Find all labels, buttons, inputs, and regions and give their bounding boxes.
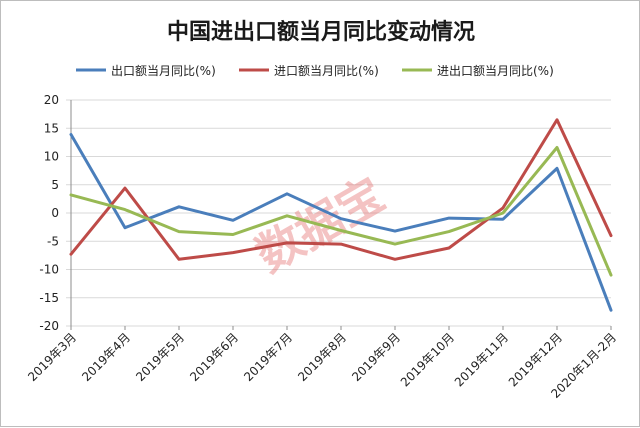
y-tick-label: -5 <box>47 234 59 248</box>
series-line-2 <box>69 118 613 261</box>
legend-label-3: 进出口额当月同比(%) <box>437 64 554 78</box>
x-tick-label: 2019年7月 <box>241 330 295 384</box>
x-tick-label: 2019年11月 <box>452 330 511 389</box>
y-tick-label: -15 <box>39 291 59 305</box>
x-tick-label: 2019年6月 <box>187 330 241 384</box>
x-tick-label: 2019年4月 <box>79 330 133 384</box>
legend-label-2: 进口额当月同比(%) <box>274 64 379 78</box>
y-tick-label: 5 <box>51 178 59 192</box>
y-tick-label: 10 <box>44 150 59 164</box>
series-lines <box>69 118 613 312</box>
y-tick-label: 20 <box>44 93 59 107</box>
legend-label-1: 出口额当月同比(%) <box>111 64 216 78</box>
x-tick-label: 2019年10月 <box>398 330 457 389</box>
x-tick-label: 2019年9月 <box>349 330 403 384</box>
x-axis: 2019年3月 2019年4月 2019年5月 2019年6月 2019年7月 2019年… <box>25 326 619 401</box>
x-tick-label: 2019年12月 <box>506 330 565 389</box>
legend: 出口额当月同比(%) 进口额当月同比(%) 进出口额当月同比(%) <box>76 64 554 78</box>
series-line-1 <box>69 133 613 312</box>
y-tick-label: 0 <box>51 206 59 220</box>
y-tick-label: -10 <box>39 263 59 277</box>
x-tick-label: 2019年5月 <box>133 330 187 384</box>
x-tick-label: 2019年8月 <box>295 330 349 384</box>
y-tick-label: 15 <box>44 121 59 135</box>
x-tick-label: 2019年3月 <box>25 330 79 384</box>
series-line-3 <box>69 146 613 277</box>
grid-lines <box>66 99 611 327</box>
chart-title: 中国进出口额当月同比变动情况 <box>167 19 475 45</box>
y-axis: 20 15 10 5 0 -5 -10 -15 -20 <box>39 93 72 333</box>
y-tick-label: -20 <box>39 319 59 333</box>
